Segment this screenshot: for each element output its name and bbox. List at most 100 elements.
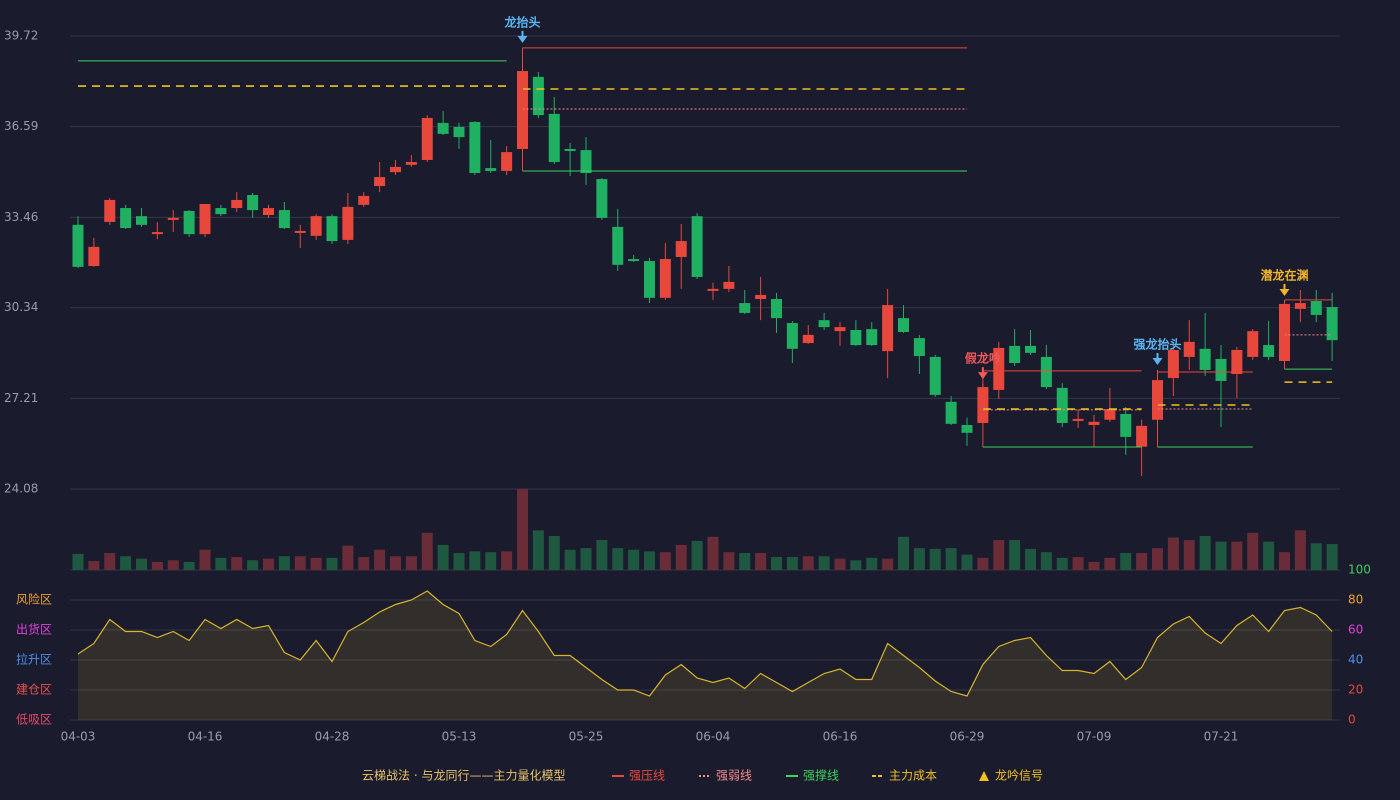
candle-body — [136, 216, 147, 225]
volume-bar — [755, 552, 767, 570]
candle-body — [723, 281, 735, 289]
y-tick-label: 39.72 — [4, 29, 38, 43]
volume-bar — [628, 549, 640, 570]
volume-bar — [818, 556, 830, 570]
volume-bar — [1310, 543, 1322, 570]
x-tick-label: 05-13 — [442, 730, 477, 744]
volume-bar — [183, 561, 195, 570]
volume-bar — [421, 532, 433, 570]
x-tick-label: 07-21 — [1204, 730, 1239, 744]
candle-body — [866, 329, 878, 346]
volume-bar — [263, 558, 274, 570]
candle-body — [739, 303, 751, 313]
volume-bar — [596, 540, 608, 570]
volume-bar — [1104, 557, 1116, 570]
x-tick-label: 04-16 — [188, 730, 223, 744]
volume-bar — [1183, 540, 1195, 570]
volume-bar — [405, 556, 417, 570]
volume-bar — [659, 552, 671, 570]
volume-bar — [898, 536, 909, 570]
volume-bar — [1263, 541, 1275, 570]
volume-bar — [247, 560, 259, 570]
volume-bar — [136, 558, 147, 570]
candle-body — [850, 329, 862, 346]
candle-body — [945, 401, 957, 424]
volume-bar — [72, 553, 84, 570]
candle-body — [1183, 341, 1195, 357]
volume-bar — [231, 557, 243, 570]
candle-body — [104, 199, 116, 222]
candle-body — [88, 246, 100, 266]
volume-bar — [882, 558, 894, 570]
volume-bar — [1247, 532, 1259, 570]
candle-body — [199, 203, 211, 235]
candle-body — [644, 261, 655, 298]
legend-label: 强弱线 — [716, 769, 752, 783]
candle-body — [1247, 331, 1259, 357]
candle-body — [469, 122, 481, 174]
candle-body — [771, 298, 782, 319]
candle-body — [1088, 421, 1100, 425]
volume-bar — [1040, 552, 1052, 570]
volume-bar — [532, 530, 544, 570]
volume-bar — [1056, 557, 1068, 570]
candle-body — [564, 148, 576, 151]
zone-label: 低吸区 — [16, 713, 52, 727]
volume-bar — [120, 556, 132, 570]
x-tick-label: 06-16 — [823, 730, 858, 744]
volume-bar — [390, 556, 401, 570]
candle-body — [326, 216, 338, 242]
volume-bar — [1136, 552, 1148, 570]
x-tick-label: 07-09 — [1077, 730, 1112, 744]
y2-tick-label: 0 — [1348, 713, 1356, 727]
legend-label: 龙吟信号 — [995, 768, 1043, 783]
x-tick-label: 04-28 — [315, 730, 350, 744]
y-tick-label: 24.08 — [4, 482, 38, 496]
volume-bar — [1152, 548, 1163, 570]
candle-body — [675, 241, 687, 257]
candle-body — [342, 206, 354, 240]
candle-body — [1215, 358, 1227, 381]
candle-body — [72, 224, 84, 267]
y2-tick-label: 80 — [1348, 593, 1363, 607]
candle-body — [659, 259, 671, 298]
x-tick-label: 05-25 — [569, 730, 604, 744]
candle-body — [1120, 413, 1132, 437]
candle-body — [151, 232, 163, 235]
candle-body — [310, 216, 322, 236]
candle-body — [1167, 349, 1179, 379]
volume-bar — [437, 544, 449, 570]
y2-tick-label: 40 — [1348, 653, 1363, 667]
candle-body — [120, 208, 132, 229]
volume-bar — [1215, 541, 1227, 570]
volume-bar — [167, 560, 179, 570]
candle-body — [596, 179, 608, 218]
candle-body — [1072, 418, 1084, 421]
volume-bar — [675, 544, 687, 570]
volume-bar — [453, 552, 465, 570]
candle-body — [818, 320, 830, 328]
candle-body — [390, 166, 401, 173]
candle-body — [374, 177, 386, 187]
volume-bar — [469, 551, 481, 570]
candle-body — [929, 356, 941, 395]
volume-bar — [739, 552, 751, 570]
x-tick-label: 04-03 — [61, 730, 96, 744]
candle-body — [278, 210, 290, 229]
candle-body — [691, 216, 703, 277]
volume-bar — [866, 557, 878, 570]
volume-bar — [834, 558, 846, 570]
volume-bar — [501, 551, 513, 570]
volume-bar — [1167, 537, 1179, 570]
volume-bar — [612, 548, 624, 570]
volume-bar — [1009, 540, 1021, 570]
candle-body — [1263, 345, 1275, 357]
y2-tick-label: 100 — [1348, 563, 1371, 577]
candle-body — [437, 122, 449, 134]
volume-bar — [993, 540, 1005, 570]
candle-body — [993, 347, 1005, 390]
candle-body — [532, 76, 544, 116]
candle-body — [834, 327, 846, 332]
y-tick-label: 33.46 — [4, 210, 38, 224]
